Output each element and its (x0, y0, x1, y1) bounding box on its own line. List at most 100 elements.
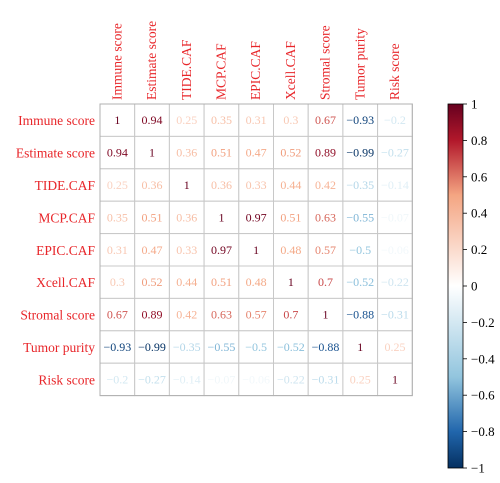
heatmap-cell (342, 103, 379, 137)
heatmap-cell (99, 168, 136, 202)
cell-value-label: 0.89 (315, 146, 336, 160)
heatmap-cell (168, 135, 205, 170)
heatmap-cell (168, 362, 205, 397)
cell-value-label: −0.31 (381, 308, 409, 322)
cell-value-label: −0.07 (208, 372, 236, 386)
cell-value-label: −0.06 (242, 372, 270, 386)
cell-value-label: 1 (392, 372, 398, 386)
column-label: Immune score (109, 23, 124, 100)
heatmap-cell (168, 265, 205, 299)
cell-value-label: 0.36 (176, 210, 197, 224)
heatmap-cell (99, 362, 136, 397)
heatmap-cell (377, 362, 413, 397)
colorbar-tick-label: 1 (471, 97, 478, 112)
column-label: Xcell.CAF (283, 41, 298, 100)
colorbar: 1 0.8 0.6 0.4 0.2 0 −0.2 −0.4 −0.6 −0.8 −1 (447, 97, 495, 476)
heatmap-cell (168, 330, 205, 364)
cell-value-label: 0.63 (315, 210, 336, 224)
cell-value-label: −0.35 (173, 340, 201, 354)
cell-value-label: 0.47 (142, 243, 163, 257)
column-label: EPIC.CAF (248, 41, 263, 100)
cell-value-label: 0.33 (246, 178, 267, 192)
column-label: Tumor purity (352, 28, 367, 100)
cell-value-label: 0.25 (107, 178, 128, 192)
cell-value-label: 0.42 (315, 178, 336, 192)
cell-value-label: 0.36 (142, 178, 163, 192)
colorbar-tick-label: 0.4 (471, 206, 488, 221)
colorbar-tick-label: −1 (471, 461, 485, 476)
row-label: Risk score (38, 372, 95, 387)
cell-value-label: 0.94 (142, 113, 163, 127)
row-label: TIDE.CAF (35, 178, 96, 193)
cell-value-label: −0.93 (103, 340, 131, 354)
cell-value-label: −0.52 (277, 340, 305, 354)
colorbar-tick-label: 0.8 (471, 133, 487, 148)
heatmap-cell (203, 265, 240, 299)
cell-value-label: 0.33 (176, 243, 197, 257)
column-label: TIDE.CAF (179, 39, 194, 100)
cell-value-label: −0.22 (381, 275, 409, 289)
cell-value-label: 0.31 (246, 113, 267, 127)
cell-value-label: 0.25 (350, 372, 371, 386)
row-label: Immune score (18, 113, 95, 128)
cell-value-label: 0.31 (107, 243, 128, 257)
heatmap-cell (134, 362, 170, 397)
heatmap-cell (168, 168, 205, 202)
cell-value-label: 1 (149, 146, 155, 160)
cell-value-label: 0.36 (176, 146, 197, 160)
cell-value-label: 1 (288, 275, 294, 289)
heatmap-cell (238, 168, 275, 202)
cell-value-label: −0.2 (106, 372, 128, 386)
heatmap-cell (377, 265, 413, 299)
heatmap-cell (134, 168, 170, 202)
cell-value-label: −0.27 (138, 372, 166, 386)
colorbar-tick-label: 0.6 (471, 169, 488, 184)
cell-value-label: −0.88 (346, 308, 374, 322)
row-label: EPIC.CAF (36, 243, 95, 258)
heatmap-cell (238, 330, 275, 364)
heatmap-cell (238, 135, 275, 170)
heatmap-cell (99, 330, 136, 364)
heatmap-cell (203, 330, 240, 364)
cell-value-label: 0.94 (107, 146, 128, 160)
heatmap-cell (377, 200, 413, 235)
heatmap-cell (134, 297, 170, 332)
cell-value-label: −0.07 (381, 210, 409, 224)
row-label: Xcell.CAF (36, 275, 95, 290)
heatmap-cell (273, 362, 309, 397)
column-label: Risk score (387, 43, 402, 100)
colorbar-tick-label: −0.2 (471, 315, 495, 330)
cell-value-label: −0.06 (381, 243, 409, 257)
cell-value-label: 1 (218, 210, 224, 224)
cell-value-label: 0.3 (110, 275, 125, 289)
heatmap-cell (134, 200, 170, 235)
heatmap-cell (377, 168, 413, 202)
cell-value-label: 0.3 (283, 113, 298, 127)
cell-value-label: −0.35 (346, 178, 374, 192)
row-label: Estimate score (16, 146, 95, 161)
heatmap-cell (307, 135, 344, 170)
cell-value-label: −0.99 (138, 340, 166, 354)
row-labels: Immune score Estimate score TIDE.CAF MCP.CA… (16, 113, 96, 387)
heatmap-cell (377, 330, 413, 364)
row-label: Stromal score (20, 308, 95, 323)
cell-value-label: 0.51 (280, 210, 301, 224)
cell-value-label: −0.55 (346, 210, 374, 224)
cell-value-label: 0.89 (142, 308, 163, 322)
cell-value-label: 0.57 (315, 243, 336, 257)
cell-value-label: −0.5 (245, 340, 267, 354)
heatmap-cell (203, 362, 240, 397)
colorbar-tick-label: −0.6 (471, 388, 495, 403)
cell-value-label: −0.2 (384, 113, 406, 127)
cell-value-label: 0.97 (246, 210, 267, 224)
cell-value-label: 1 (323, 308, 329, 322)
colorbar-tick-label: −0.4 (471, 351, 495, 366)
cell-value-label: 1 (253, 243, 259, 257)
cell-value-label: −0.14 (381, 178, 409, 192)
heatmap-cell (203, 168, 240, 202)
cell-value-label: 0.7 (283, 308, 298, 322)
cell-value-label: 1 (184, 178, 190, 192)
cell-value-label: −0.31 (312, 372, 340, 386)
colorbar-tick-label: 0.2 (471, 242, 487, 257)
heatmap-cell (273, 233, 309, 267)
